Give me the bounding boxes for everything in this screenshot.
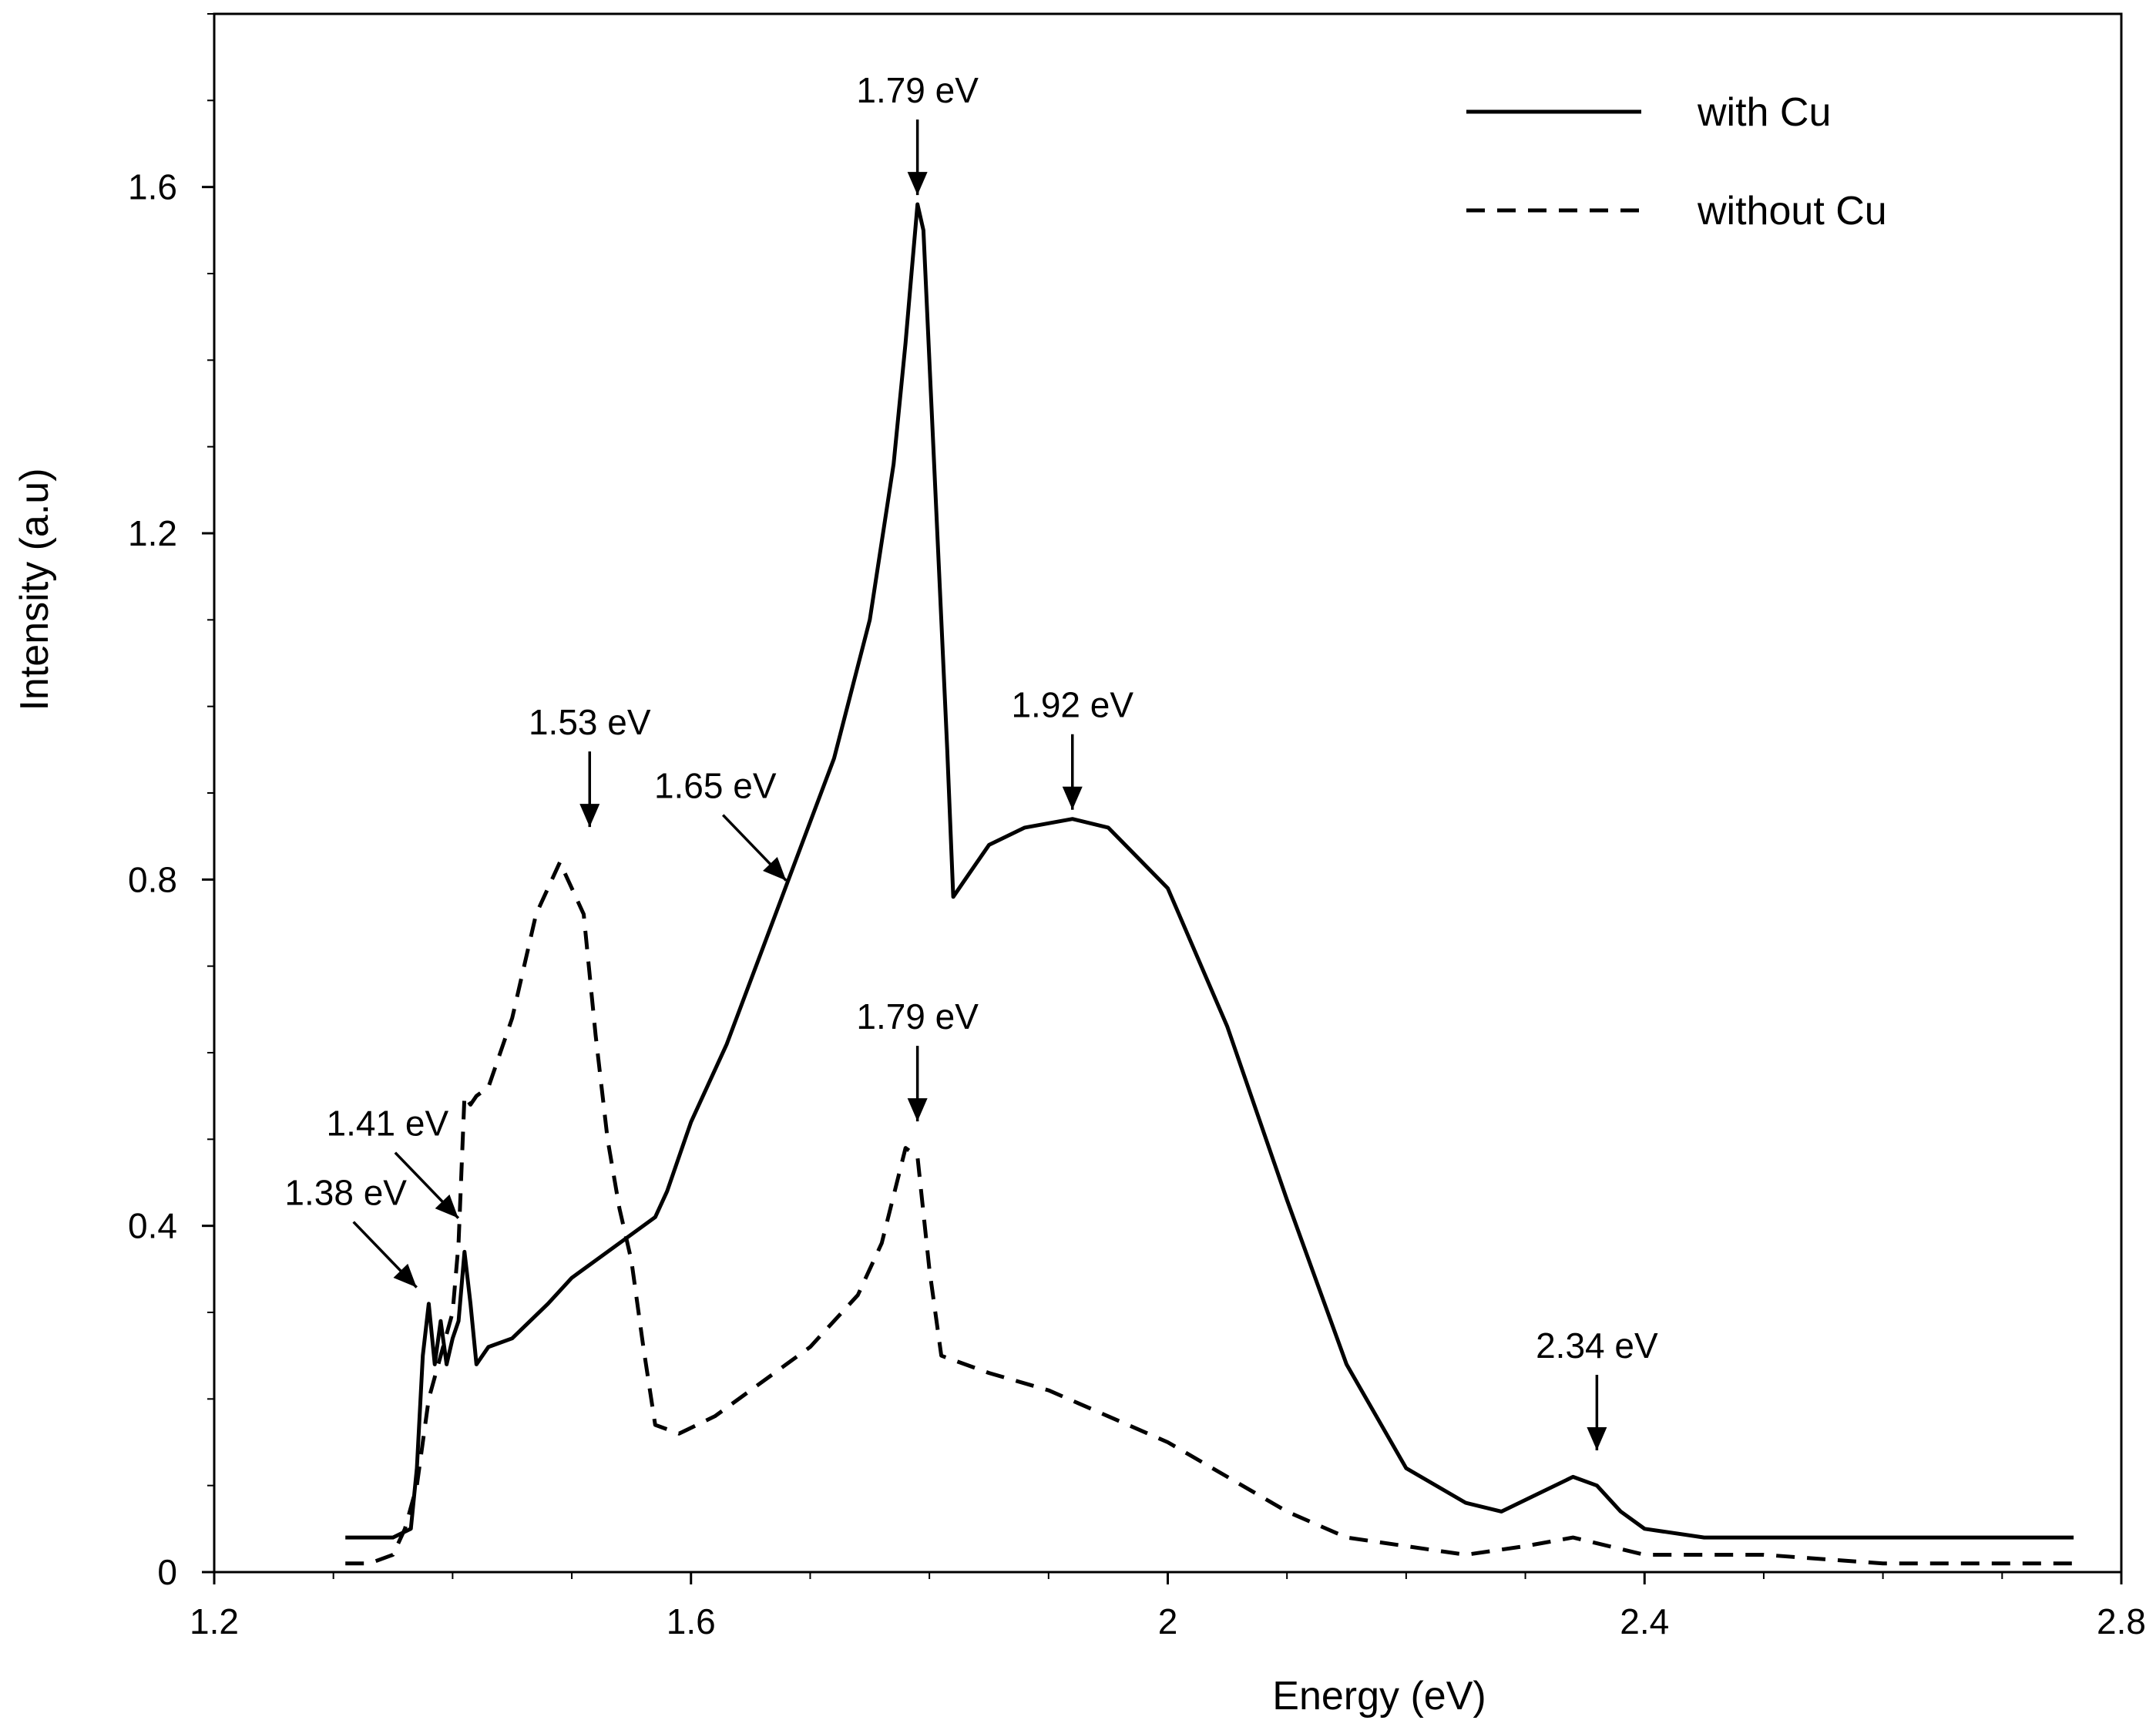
annotation-label: 1.79 eV xyxy=(856,70,979,110)
annotation-label: 1.79 eV xyxy=(856,996,979,1037)
annotation-arrowhead xyxy=(907,1098,928,1122)
annotation-arrowhead xyxy=(435,1194,458,1218)
annotation-label: 1.41 eV xyxy=(327,1104,449,1144)
y-tick-label: 0.4 xyxy=(128,1206,177,1246)
annotation-label: 1.92 eV xyxy=(1011,685,1133,725)
axes: 1.2 1.6 2 2.4 2.8 0 0.4 0.8 1.2 1.6 xyxy=(128,12,2146,1641)
series-line-without-cu xyxy=(345,860,2074,1566)
annotation-label: 1.53 eV xyxy=(529,702,651,742)
x-tick-label: 1.2 xyxy=(190,1601,239,1641)
annotation-arrowhead xyxy=(1587,1426,1607,1450)
x-tick-label: 1.6 xyxy=(667,1601,716,1641)
y-tick-label: 1.2 xyxy=(128,513,177,553)
annotation-arrowhead xyxy=(579,804,600,828)
y-axis-label: Intensity (a.u) xyxy=(12,468,57,711)
legend-label: with Cu xyxy=(1697,90,1831,135)
legend: with Cu without Cu xyxy=(1466,90,1887,234)
annotation-label: 2.34 eV xyxy=(1536,1325,1658,1366)
annotation-label: 1.38 eV xyxy=(284,1173,407,1213)
series-layer xyxy=(345,202,2074,1566)
legend-label: without Cu xyxy=(1697,189,1887,234)
annotations: 1.79 eV 1.92 eV 1.65 eV1.53 eV 1.41 eV 1.38 … xyxy=(284,70,1658,1450)
series-line-with-cu xyxy=(345,202,2074,1540)
annotation-arrowhead xyxy=(393,1263,417,1288)
y-tick-label: 1.6 xyxy=(128,167,177,207)
x-tick-label: 2 xyxy=(1158,1601,1178,1641)
annotation-label: 1.65 eV xyxy=(654,766,777,806)
y-tick-label: 0.8 xyxy=(128,859,177,899)
x-tick-label: 2.8 xyxy=(2097,1601,2146,1641)
annotation-arrowhead xyxy=(1062,786,1083,810)
x-axis-label: Energy (eV) xyxy=(1272,1674,1486,1719)
annotation-arrowhead xyxy=(907,172,928,196)
annotation-arrowhead xyxy=(763,856,787,881)
y-tick-label: 0 xyxy=(157,1552,177,1592)
x-tick-label: 2.4 xyxy=(1620,1601,1669,1641)
